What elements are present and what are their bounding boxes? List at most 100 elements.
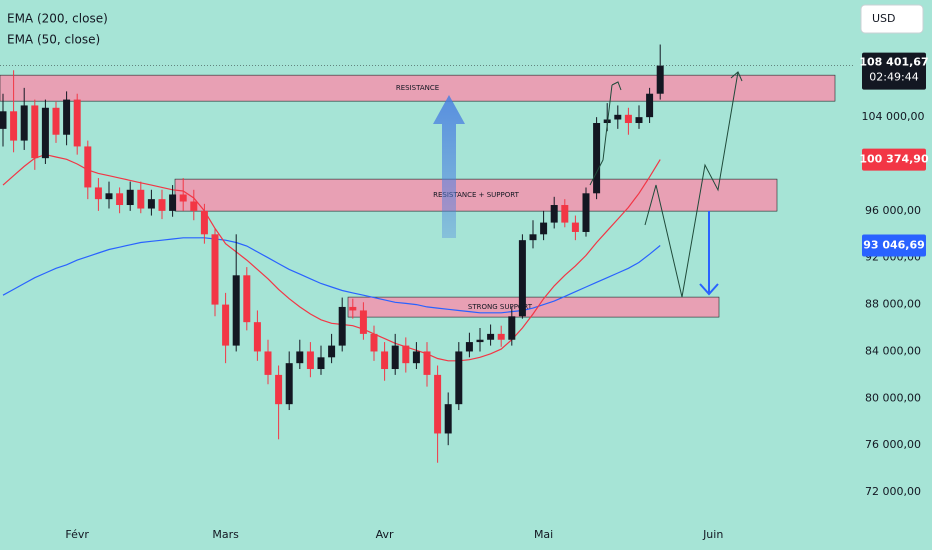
candle-body — [264, 351, 272, 375]
currency: USD — [872, 12, 896, 25]
price-tags: 108 401,67 02:49:44 93 046,69 100 374,90 — [0, 52, 929, 257]
x-tick-label: Avr — [376, 528, 394, 541]
candle-body — [63, 99, 71, 135]
candle-body — [105, 193, 113, 200]
candle-body — [200, 210, 208, 235]
candle-body — [444, 404, 452, 434]
candle-body — [296, 351, 304, 364]
candle-body — [52, 107, 60, 135]
candle-body — [285, 363, 293, 405]
big-up-arrow — [433, 95, 465, 238]
price-axis: Févr Mars Avr Mai Juin 72 000,00 76 000,00 80 0… — [65, 110, 924, 541]
candle-body — [412, 351, 420, 364]
ema-tag-label: 93 046,69 — [863, 238, 925, 251]
y-tick-label: 88 000,00 — [865, 298, 921, 311]
zone — [0, 74, 836, 102]
candle-body — [646, 93, 654, 118]
projection-line — [644, 71, 739, 298]
candle-body — [455, 351, 463, 405]
candle-body — [370, 333, 378, 352]
candle-body — [656, 65, 664, 94]
y-tick-label: 104 000,00 — [862, 110, 925, 123]
candle-body — [614, 114, 622, 120]
x-tick-label: Juin — [702, 528, 723, 541]
y-tick-label: 84 000,00 — [865, 344, 921, 357]
candle-body — [84, 146, 92, 188]
candle-body — [222, 304, 230, 346]
candle-body — [571, 222, 579, 232]
candle-body — [116, 193, 124, 206]
candle-body — [582, 193, 590, 232]
candle-body — [508, 316, 516, 340]
legend-entry: EMA (200, close) — [7, 12, 108, 26]
arrow-head — [611, 81, 622, 91]
candle-body — [179, 194, 187, 202]
candle-body — [31, 105, 39, 159]
ema-lines — [2, 153, 661, 362]
annotations — [433, 71, 743, 298]
ema-line — [2, 153, 661, 362]
candle-body — [465, 342, 473, 352]
candle-body — [243, 275, 251, 323]
zone — [174, 178, 778, 212]
candle-body — [593, 123, 601, 194]
candle-body — [0, 111, 7, 129]
candles — [0, 44, 664, 463]
y-tick-label: 96 000,00 — [865, 204, 921, 217]
projection-line — [589, 84, 613, 186]
x-tick-label: Mars — [212, 528, 239, 541]
candle-body — [41, 107, 49, 159]
candle-body — [73, 99, 81, 147]
zone-label: RESISTANCE — [396, 84, 439, 92]
candle-body — [550, 205, 558, 223]
zone — [347, 296, 720, 318]
x-tick-label: Févr — [65, 528, 89, 541]
candle-body — [624, 114, 632, 124]
candle-body — [158, 199, 166, 211]
candle-body — [518, 240, 526, 317]
candle-body — [434, 374, 442, 434]
candle-body — [20, 105, 28, 141]
candle-body — [317, 357, 325, 370]
candle-body — [306, 351, 314, 370]
candle-body — [211, 234, 219, 305]
zone-label: STRONG SUPPORT — [468, 303, 533, 311]
candle-body — [10, 111, 18, 141]
legend-entry: EMA (50, close) — [7, 33, 100, 47]
arrow-head — [699, 283, 719, 296]
candle-body — [328, 345, 336, 358]
x-tick-label: Mai — [534, 528, 553, 541]
arrow-head — [730, 71, 743, 82]
zones: RESISTANCE RESISTANCE + SUPPORT STRONG SUP… — [0, 74, 836, 318]
candle-body — [275, 374, 283, 405]
candle-body — [529, 234, 537, 241]
y-tick-label: 80 000,00 — [865, 391, 921, 404]
ema-tag-label: 100 374,90 — [859, 153, 929, 166]
candle-body — [635, 117, 643, 124]
candle-body — [561, 205, 569, 223]
candle-body — [381, 351, 389, 370]
candle-body — [359, 310, 367, 334]
ema-line — [2, 237, 661, 314]
countdown: 02:49:44 — [869, 71, 918, 84]
zone-label: RESISTANCE + SUPPORT — [433, 191, 519, 199]
candle-body — [402, 345, 410, 364]
y-tick-label: 76 000,00 — [865, 438, 921, 451]
price-tag — [862, 52, 926, 90]
currency-box[interactable] — [860, 4, 924, 34]
candle-body — [487, 333, 495, 340]
candle-body — [147, 199, 155, 209]
candle-body — [169, 194, 177, 211]
candle-body — [190, 201, 198, 211]
candle-body — [349, 306, 357, 311]
candle-body — [94, 187, 102, 200]
ema-tag — [862, 148, 926, 171]
candle-body — [497, 333, 505, 340]
candle-body — [391, 345, 399, 370]
ema-tag — [862, 234, 926, 257]
candle-body — [137, 189, 145, 209]
price-tag-label: 108 401,67 — [859, 56, 928, 69]
candle-body — [338, 306, 346, 346]
